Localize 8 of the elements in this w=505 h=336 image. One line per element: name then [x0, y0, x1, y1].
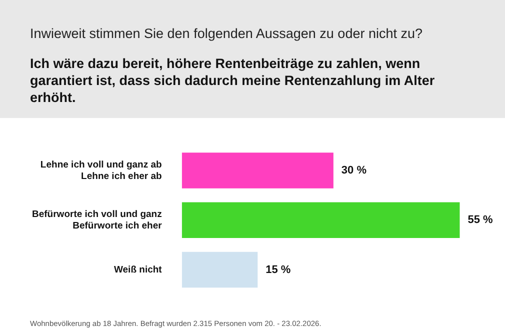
data-label: 55 %	[468, 214, 494, 226]
data-label: 30 %	[341, 164, 367, 177]
y-tick-label: Weiß nicht	[114, 264, 163, 276]
chart-subtitle: Ich wäre dazu bereit, höhere Rentenbeiträge zu zahlen, wenn garantiert ist, dass sich dadurch meine Rentenzahlung im Alter erhöht.	[30, 55, 436, 106]
y-tick-label: Befürworte ich voll und ganz Befürworte ich eher	[32, 209, 162, 232]
chart-title: Inwieweit stimmen Sie den folgenden Aussagen zu oder nicht zu?	[30, 26, 424, 41]
y-tick-label: Lehne ich voll und ganz ab Lehne ich eher ab	[40, 159, 162, 182]
data-label: 15 %	[266, 264, 291, 276]
